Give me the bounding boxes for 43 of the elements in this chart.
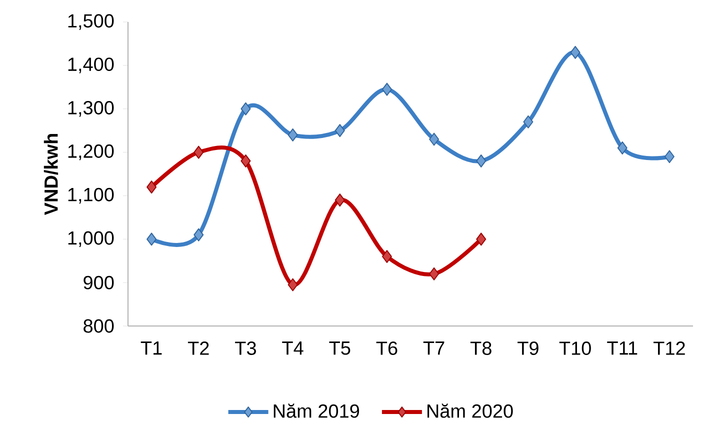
x-tick-label: T12 xyxy=(654,342,685,355)
point xyxy=(288,278,298,292)
point xyxy=(429,267,440,280)
x-tick-label: T11 xyxy=(607,342,638,355)
point xyxy=(194,146,204,159)
x-tick-label: T2 xyxy=(188,342,209,355)
point xyxy=(429,132,440,146)
y-tick-label: 1,400 xyxy=(68,58,114,74)
point xyxy=(240,154,251,168)
point xyxy=(664,150,674,164)
point xyxy=(382,82,392,96)
y-tick-label: 1,100 xyxy=(68,188,114,204)
x-tick-label: T8 xyxy=(470,342,492,355)
x-tick-label: T10 xyxy=(559,342,591,355)
x-tick-label: T1 xyxy=(140,342,162,355)
x-tick-label: T9 xyxy=(518,342,538,355)
point xyxy=(288,128,298,142)
y-tick-label: 1,000 xyxy=(68,231,114,247)
point xyxy=(194,228,204,242)
point xyxy=(334,194,345,207)
legend-label: Năm 2019 xyxy=(274,404,360,418)
y-tick-label: 1,200 xyxy=(68,144,114,160)
legend-label: Năm 2020 xyxy=(428,404,513,418)
y-tick-label: 1,500 xyxy=(68,14,114,30)
x-tick-label: T3 xyxy=(235,342,256,355)
point xyxy=(523,115,534,128)
point xyxy=(334,124,345,138)
point xyxy=(146,180,157,194)
x-tick-label: T6 xyxy=(376,342,398,355)
point xyxy=(570,46,580,59)
point xyxy=(476,154,486,168)
point xyxy=(382,250,392,264)
point xyxy=(476,232,486,246)
point xyxy=(240,102,251,116)
y-tick-label: 900 xyxy=(84,276,114,290)
point xyxy=(146,232,157,246)
x-tick-label: T4 xyxy=(282,342,304,355)
x-tick-label: T5 xyxy=(329,342,350,355)
point xyxy=(617,141,628,154)
y-tick-label: 1,300 xyxy=(68,101,114,117)
y-tick-label: 800 xyxy=(84,319,114,333)
x-tick-label: T7 xyxy=(423,342,444,355)
y-axis-title: VND/kwh xyxy=(44,134,58,216)
